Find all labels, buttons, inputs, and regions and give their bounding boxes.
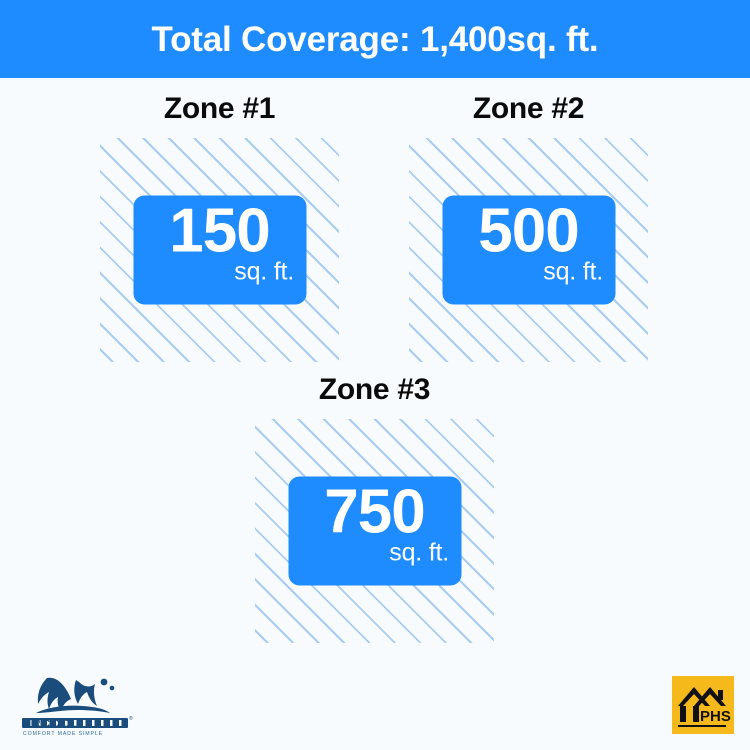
mrcool-wordmark-graphic: MRCOOL ® COMFORT MADE SIMPLE bbox=[22, 715, 133, 737]
zone-hatch-area-3: 750 sq. ft. bbox=[255, 419, 494, 643]
zone-unit-3: sq. ft. bbox=[389, 538, 449, 567]
svg-text:MRCOOL: MRCOOL bbox=[22, 718, 80, 730]
phs-logo-graphic: PHS bbox=[672, 676, 734, 734]
zone-value-1: 150 bbox=[169, 196, 270, 266]
zone-unit-1: sq. ft. bbox=[234, 257, 294, 286]
zone-card-2: Zone #2 500 sq. ft. bbox=[406, 94, 651, 362]
mrcool-logo-graphic: MRCOOL ® COMFORT MADE SIMPLE bbox=[22, 677, 133, 737]
phs-logo: PHS PHS bbox=[672, 676, 734, 734]
zone-value-tile-1: 150 sq. ft. bbox=[133, 195, 306, 305]
zone-value-3: 750 bbox=[324, 477, 425, 547]
zone-title-3: Zone #3 bbox=[318, 373, 431, 406]
header-bar: Total Coverage: 1,400sq. ft. bbox=[0, 0, 750, 78]
zone-card-3: Zone #3 750 sq. ft. bbox=[252, 375, 497, 643]
zone-title-1: Zone #1 bbox=[163, 92, 276, 125]
phs-logo-underline bbox=[678, 725, 726, 727]
mrcool-logo: MRCOOL ® COMFORT MADE SIMPLE MRCOOL COMF… bbox=[16, 668, 144, 738]
house-roof-icon bbox=[678, 687, 726, 722]
zone-title-2: Zone #2 bbox=[472, 92, 585, 125]
zone-value-2: 500 bbox=[478, 196, 579, 266]
zone-hatch-area-1: 150 sq. ft. bbox=[100, 138, 339, 362]
zone-card-1: Zone #1 150 sq. ft. bbox=[97, 94, 342, 362]
phs-logo-label-graphic: PHS bbox=[700, 708, 731, 725]
mrcool-wordmark-text: MRCOOL bbox=[144, 668, 145, 669]
polar-bear-icon bbox=[36, 677, 115, 713]
phs-logo-label: PHS bbox=[734, 676, 735, 677]
page-title: Total Coverage: 1,400sq. ft. bbox=[151, 19, 599, 59]
svg-text:COMFORT MADE SIMPLE: COMFORT MADE SIMPLE bbox=[23, 731, 103, 737]
zone-value-tile-3: 750 sq. ft. bbox=[288, 476, 461, 586]
zone-unit-2: sq. ft. bbox=[543, 257, 603, 286]
zone-value-tile-2: 500 sq. ft. bbox=[442, 195, 615, 305]
mrcool-tagline-text: COMFORT MADE SIMPLE bbox=[144, 668, 145, 669]
zones-container: Zone #1 150 sq. ft. Zone #2 500 sq. ft. … bbox=[0, 78, 750, 656]
svg-text:®: ® bbox=[129, 715, 133, 722]
zone-hatch-area-2: 500 sq. ft. bbox=[409, 138, 648, 362]
